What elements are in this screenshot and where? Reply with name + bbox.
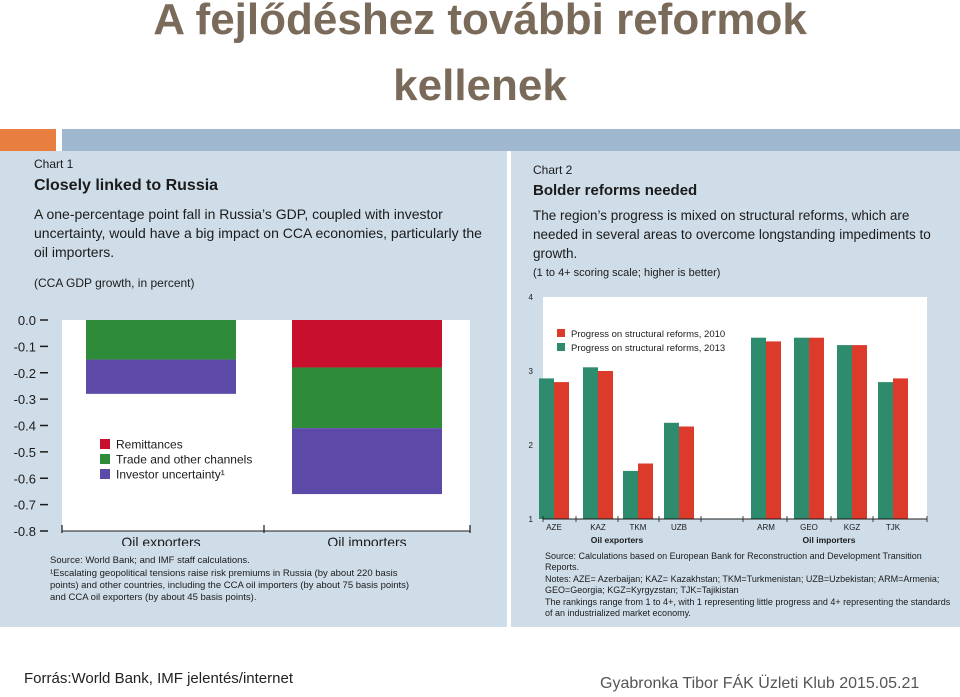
chart2-bar	[638, 463, 653, 519]
chart2-group-label: Oil exporters	[591, 535, 644, 545]
chart2-category-label: GEO	[800, 523, 818, 532]
chart2-ytick-label: 3	[529, 367, 534, 376]
chart2-group-label: Oil importers	[803, 535, 856, 545]
chart2-category-label: TJK	[886, 523, 901, 532]
chart2-note-range2: of an industrialized market economy.	[545, 608, 691, 619]
chart2-notes: Source: Calculations based on European B…	[545, 551, 955, 619]
chart1-label: Chart 1	[34, 157, 74, 171]
chart2-bar	[893, 378, 908, 519]
chart2-bar	[809, 337, 824, 519]
chart1-ytick-label: -0.4	[14, 419, 36, 434]
chart2-legend-swatch	[557, 343, 565, 351]
chart1-bar-segment	[86, 320, 236, 360]
chart2-category-label: AZE	[546, 523, 562, 532]
chart2-legend-label: Progress on structural reforms, 2010	[571, 329, 725, 340]
chart1-legend-label: Remittances	[116, 438, 183, 452]
chart1-ytick-label: -0.7	[14, 498, 36, 513]
chart1-ytick-label: -0.6	[14, 471, 36, 486]
chart1-ytick-label: -0.3	[14, 392, 36, 407]
chart2-panel: Chart 2 Bolder reforms needed The region…	[511, 151, 960, 627]
chart1-ytick-label: 0.0	[18, 313, 36, 328]
chart2-bar	[878, 382, 893, 519]
chart2-bar	[794, 337, 809, 519]
chart2-description: The region’s progress is mixed on struct…	[533, 208, 931, 261]
chart2-bar	[623, 470, 638, 519]
chart2-bar	[751, 337, 766, 519]
slide-title-line1: A fejlődéshez további reformok	[153, 0, 807, 44]
chart1-category-label: Oil importers	[327, 534, 406, 546]
chart1-legend-swatch	[100, 439, 110, 449]
chart2-category-label: TKM	[630, 523, 647, 532]
chart2-ytick-label: 2	[529, 441, 534, 450]
chart2-ytick-label: 4	[529, 293, 534, 302]
chart1-panel: Chart 1 Closely linked to Russia A one-p…	[0, 151, 507, 627]
accent-bar-orange	[0, 129, 56, 151]
chart1-unit-note: (CCA GDP growth, in percent)	[34, 276, 195, 290]
chart1-bar-segment	[292, 428, 442, 495]
chart2-note-abbrev1: Notes: AZE= Azerbaijan; KAZ= Kazakhstan;…	[545, 573, 940, 584]
chart2-bar	[598, 371, 613, 519]
credit-footer: Gyabronka Tibor FÁK Üzleti Klub 2015.05.…	[600, 675, 920, 692]
chart1-bar-segment	[292, 367, 442, 429]
chart1-legend-label: Investor uncertainty¹	[116, 468, 225, 482]
chart1-legend-label: Trade and other channels	[116, 453, 252, 467]
chart1-ytick-label: -0.8	[14, 524, 36, 539]
chart1-legend-swatch	[100, 454, 110, 464]
source-footer: Forrás:World Bank, IMF jelentés/internet	[24, 670, 293, 687]
chart1-description: A one-percentage point fall in Russia’s …	[34, 206, 482, 260]
chart1-bar-segment	[86, 359, 236, 394]
chart1-ytick-label: -0.5	[14, 445, 36, 460]
chart2-bar	[583, 367, 598, 519]
chart2-bar	[852, 345, 867, 519]
chart2-ytick-label: 1	[529, 515, 534, 524]
chart2-title: Bolder reforms needed	[533, 182, 698, 199]
accent-bar-blue	[62, 129, 960, 151]
slide-title-line2: kellenek	[393, 61, 567, 110]
chart2-label: Chart 2	[533, 163, 573, 177]
chart2-bar	[539, 378, 554, 519]
chart1-plot: 0.0 -0.1 -0.2 -0.3 -0.4 -0.5 -0.6 -0.7 -0.8 Oil e…	[14, 313, 471, 546]
chart2-bar	[679, 426, 694, 519]
chart2-note-abbrev2: GEO=Georgia; KGZ=Kyrgyzstan; TJK=Tajikis…	[545, 585, 739, 596]
chart2-plot: 1 2 3 4 AZE KAZ TKM UZB ARM GEO KGZ TJK Oil exporter…	[529, 293, 928, 545]
chart1-legend-swatch	[100, 469, 110, 479]
chart1-category-label: Oil exporters	[121, 534, 200, 546]
chart2-legend-label: Progress on structural reforms, 2013	[571, 343, 725, 354]
chart2-category-label: KGZ	[844, 523, 861, 532]
chart1-title: Closely linked to Russia	[34, 177, 219, 194]
chart1-ytick-label: -0.2	[14, 366, 36, 381]
chart2-category-label: KAZ	[590, 523, 606, 532]
chart1-bar-segment	[292, 320, 442, 368]
chart2-unit-note: (1 to 4+ scoring scale; higher is better…	[533, 267, 721, 279]
chart2-bar	[837, 345, 852, 519]
chart2-bar	[766, 341, 781, 519]
chart2-note-range1: The rankings range from 1 to 4+, with 1 …	[545, 596, 951, 607]
chart1-ytick-label: -0.1	[14, 339, 36, 354]
chart2-category-label: UZB	[671, 523, 687, 532]
chart1-note-footnote: ¹Escalating geopolitical tensions raise …	[50, 568, 410, 603]
chart2-legend-swatch	[557, 329, 565, 337]
chart1-note-source: Source: World Bank; and IMF staff calcul…	[50, 555, 250, 566]
chart2-bar	[554, 382, 569, 519]
chart2-bar	[664, 422, 679, 519]
chart2-category-label: ARM	[757, 523, 775, 532]
chart2-note-source: Source: Calculations based on European B…	[545, 551, 922, 573]
